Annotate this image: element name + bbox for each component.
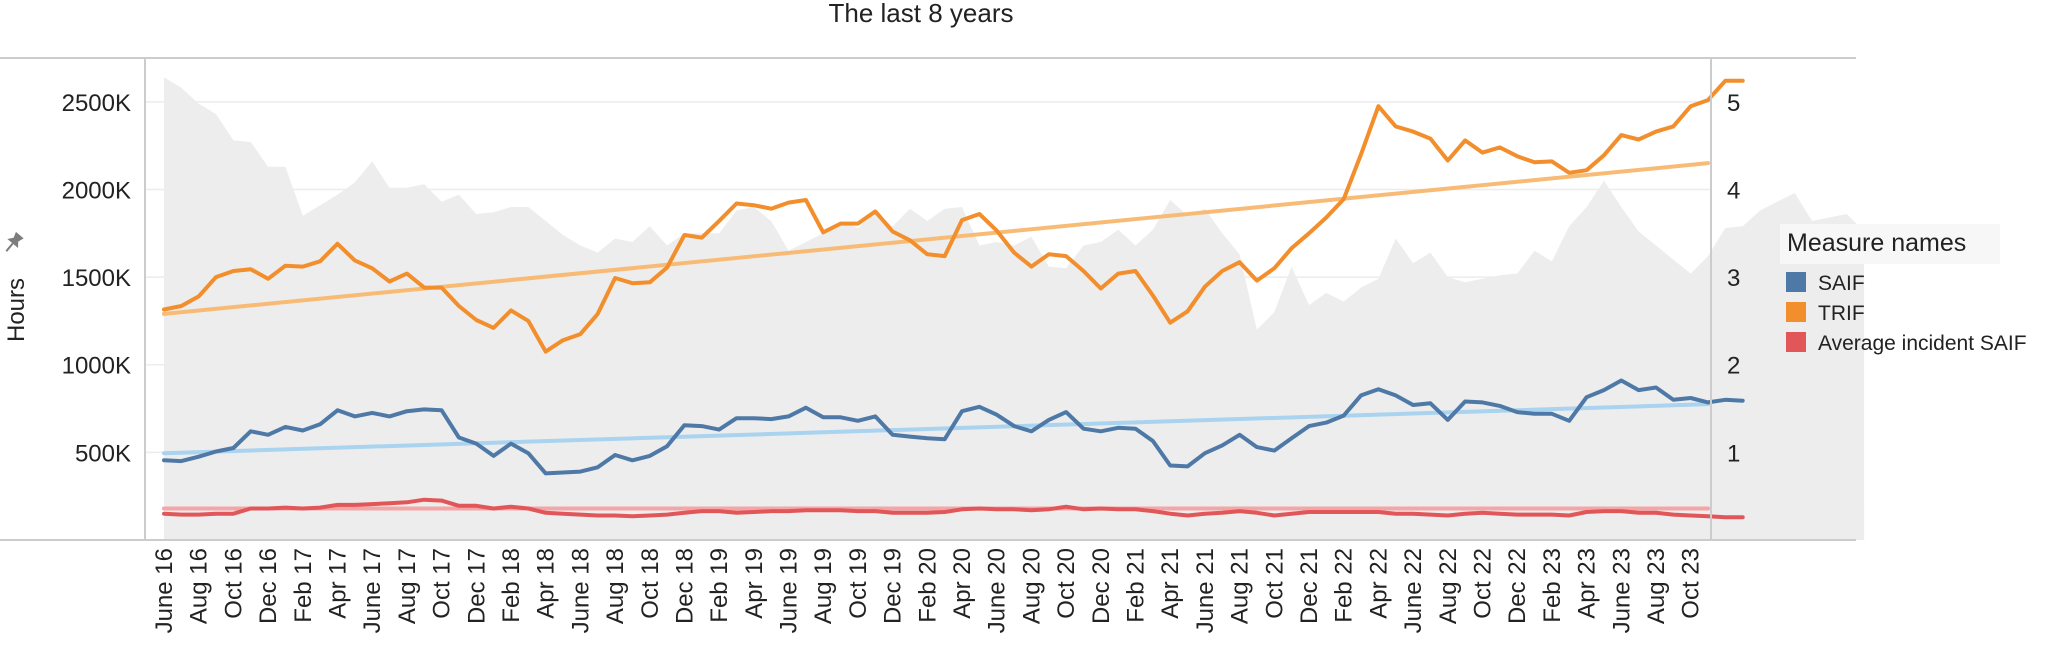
x-tick-label: Oct 21 — [1261, 548, 1288, 619]
legend-label: TRIF — [1818, 302, 1865, 325]
x-tick-label: June 21 — [1192, 548, 1219, 633]
x-tick-label: Feb 21 — [1123, 548, 1150, 623]
x-tick-label: Feb 22 — [1331, 548, 1358, 623]
trendline-trif — [162, 161, 1710, 316]
x-axis-ticks: June 16 Aug 16 Oct 16 Dec 16 Feb 17 Apr 17 Jun… — [151, 548, 1705, 633]
hours-area-fill — [164, 77, 1865, 541]
x-tick-label: Feb 23 — [1539, 548, 1566, 623]
x-tick-label: Feb 18 — [498, 548, 525, 623]
x-tick-label: Apr 18 — [533, 548, 560, 619]
x-tick-label: Aug 16 — [186, 548, 213, 624]
x-tick-label: Oct 17 — [429, 548, 456, 619]
x-tick-label: Apr 17 — [325, 548, 352, 619]
x-tick-label: Feb 17 — [290, 548, 317, 623]
x-tick-label: Oct 18 — [637, 548, 664, 619]
x-tick-label: Feb 19 — [706, 548, 733, 623]
x-tick-label: Dec 21 — [1296, 548, 1323, 624]
x-tick-label: Aug 18 — [602, 548, 629, 624]
x-tick-label: Aug 17 — [394, 548, 421, 624]
x-tick-label: Dec 17 — [463, 548, 490, 624]
series-lines — [162, 78, 1745, 520]
x-tick-label: Oct 16 — [220, 548, 247, 619]
y-axis-right-ticks: 1 2 3 4 5 — [1727, 90, 1740, 468]
y-left-tick-label: 500K — [75, 440, 131, 467]
x-tick-label: Oct 19 — [845, 548, 872, 619]
x-tick-label: June 22 — [1400, 548, 1427, 633]
series-line-average-incident-saif — [162, 497, 1745, 520]
x-tick-label: Aug 21 — [1227, 548, 1254, 624]
trendline-saif — [162, 402, 1710, 456]
series-line-trif — [162, 78, 1745, 354]
x-tick-label: Apr 19 — [741, 548, 768, 619]
x-tick-label: Aug 20 — [1018, 548, 1045, 624]
legend-label: Average incident SAIF — [1818, 332, 2027, 355]
x-tick-label: Apr 22 — [1365, 548, 1392, 619]
legend-swatch — [1786, 302, 1806, 322]
x-tick-label: June 17 — [359, 548, 386, 633]
chart-title: The last 8 years — [829, 0, 1014, 28]
legend-swatch — [1786, 272, 1806, 292]
x-tick-label: Aug 23 — [1643, 548, 1670, 624]
x-tick-label: Oct 20 — [1053, 548, 1080, 619]
y-right-tick-label: 3 — [1727, 265, 1740, 292]
x-tick-label: Aug 19 — [810, 548, 837, 624]
x-tick-label: Dec 20 — [1088, 548, 1115, 624]
x-tick-label: Dec 19 — [880, 548, 907, 624]
y-left-tick-label: 2000K — [62, 177, 131, 204]
legend-label: SAIF — [1818, 272, 1865, 295]
x-tick-label: June 20 — [984, 548, 1011, 633]
x-tick-label: Feb 20 — [914, 548, 941, 623]
legend-swatch — [1786, 332, 1806, 352]
y-right-tick-label: 5 — [1727, 90, 1740, 117]
y-left-tick-label: 1500K — [62, 265, 131, 292]
legend: Measure names SAIF TRIF Average incident S… — [1780, 224, 2027, 355]
y-right-tick-label: 4 — [1727, 177, 1740, 204]
x-tick-label: June 16 — [151, 548, 178, 633]
series-line-saif — [162, 378, 1745, 476]
x-tick-label: Dec 22 — [1504, 548, 1531, 624]
legend-title: Measure names — [1787, 229, 1966, 257]
y-left-tick-label: 2500K — [62, 90, 131, 117]
x-tick-label: Apr 23 — [1574, 548, 1601, 619]
x-tick-label: Oct 23 — [1678, 548, 1705, 619]
x-tick-label: Dec 16 — [255, 548, 282, 624]
hours-area — [164, 77, 1865, 541]
y-axis-left-ticks: 500K 1000K 1500K 2000K 2500K — [62, 90, 131, 468]
trendlines — [162, 161, 1710, 511]
x-tick-label: Aug 22 — [1435, 548, 1462, 624]
x-tick-label: Dec 18 — [671, 548, 698, 624]
x-tick-label: June 19 — [776, 548, 803, 633]
pin-icon[interactable] — [1, 231, 25, 256]
y-right-tick-label: 1 — [1727, 440, 1740, 467]
x-tick-label: Apr 20 — [949, 548, 976, 619]
x-tick-label: Oct 22 — [1470, 548, 1497, 619]
x-tick-label: June 23 — [1608, 548, 1635, 633]
y-right-tick-label: 2 — [1727, 353, 1740, 380]
plot-area — [0, 57, 1865, 541]
y-axis-label: Hours — [3, 278, 30, 342]
y-left-tick-label: 1000K — [62, 353, 131, 380]
x-tick-label: June 18 — [567, 548, 594, 633]
x-tick-label: Apr 21 — [1157, 548, 1184, 619]
legend-background — [1780, 224, 2000, 264]
